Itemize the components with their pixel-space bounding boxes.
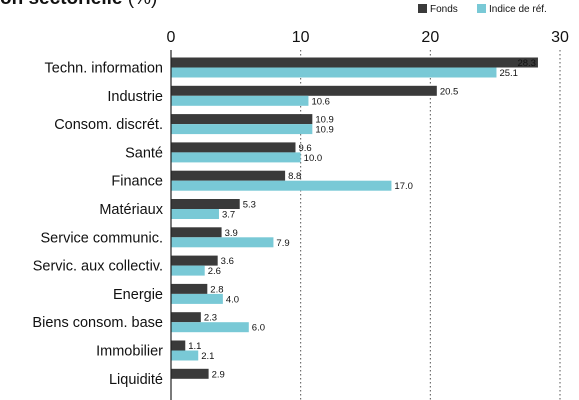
bars-layer: [171, 57, 538, 379]
category-label: Servic. aux collectiv.: [33, 259, 163, 275]
category-label: Service communic.: [41, 230, 163, 246]
chart-title-text: on sectorielle: [0, 0, 123, 9]
benchmark-data-label: 7.9: [276, 238, 289, 249]
chart-title: on sectorielle (%): [0, 0, 157, 10]
benchmark-data-label: 10.0: [304, 153, 323, 164]
benchmark-data-label: 2.1: [201, 351, 214, 362]
fund-data-label: 2.9: [212, 369, 225, 380]
category-label: Biens consom. base: [32, 315, 163, 331]
axis-layer: 0 10 20 30: [167, 29, 569, 400]
labels-layer: Techn. information 28.325.1 Industrie 20.5 1…: [32, 58, 536, 388]
benchmark-bar: [171, 209, 219, 219]
fund-bar: [171, 340, 186, 351]
benchmark-bar: [171, 124, 313, 135]
fund-bar: [171, 142, 296, 153]
benchmark-bar: [171, 322, 249, 333]
benchmark-data-label: 2.6: [208, 266, 221, 277]
x-tick-label-0: 0: [167, 29, 176, 46]
benchmark-bar: [171, 152, 301, 163]
legend-label-fund: Fonds: [430, 4, 458, 15]
fund-bar: [171, 312, 201, 323]
benchmark-data-label: 4.0: [226, 294, 239, 305]
legend-swatch-benchmark: [477, 4, 486, 13]
fund-data-label: 28.3: [517, 58, 536, 69]
fund-data-label: 20.5: [440, 86, 459, 97]
fund-bar: [171, 199, 240, 209]
fund-data-label: 2.3: [204, 313, 217, 324]
category-label: Techn. information: [45, 61, 163, 77]
grid-layer: [300, 50, 561, 400]
benchmark-bar: [171, 180, 392, 191]
benchmark-bar: [171, 237, 274, 248]
benchmark-data-label: 17.0: [394, 181, 413, 192]
fund-data-label: 9.6: [298, 143, 311, 154]
legend-label-benchmark: Indice de réf.: [489, 4, 547, 15]
fund-bar: [171, 283, 208, 294]
fund-data-label: 10.9: [315, 115, 334, 126]
benchmark-bar: [171, 67, 497, 78]
fund-data-label: 8.8: [288, 171, 301, 182]
benchmark-bar: [171, 265, 205, 276]
category-label: Industrie: [107, 89, 163, 105]
fund-bar: [171, 114, 313, 125]
benchmark-bar: [171, 350, 199, 361]
category-label: Liquidité: [109, 372, 163, 388]
category-label: Energie: [113, 287, 163, 303]
category-label: Santé: [125, 145, 163, 161]
fund-bar: [171, 57, 538, 68]
benchmark-data-label: 25.1: [499, 68, 518, 79]
category-label: Finance: [111, 174, 163, 190]
fund-data-label: 3.6: [221, 256, 234, 267]
fund-bar: [171, 255, 218, 266]
category-label: Matériaux: [99, 202, 163, 218]
category-label: Immobilier: [96, 344, 163, 360]
benchmark-data-label: 6.0: [252, 323, 265, 334]
benchmark-bar: [171, 95, 309, 106]
legend: Fonds Indice de réf.: [418, 4, 547, 15]
fund-data-label: 1.1: [188, 341, 201, 352]
fund-bar: [171, 170, 286, 181]
benchmark-data-label: 10.9: [315, 125, 334, 136]
fund-bar: [171, 227, 222, 238]
benchmark-bar: [171, 293, 223, 304]
fund-data-label: 3.9: [225, 228, 238, 239]
x-tick-label-30: 30: [551, 29, 569, 46]
legend-swatch-fund: [418, 4, 427, 13]
x-tick-label-20: 20: [421, 29, 439, 46]
category-label: Consom. discrét.: [54, 117, 163, 133]
x-tick-label-10: 10: [292, 29, 310, 46]
fund-data-label: 5.3: [243, 200, 256, 211]
benchmark-data-label: 3.7: [222, 210, 235, 221]
fund-data-label: 2.8: [210, 284, 223, 295]
fund-bar: [171, 85, 437, 96]
fund-bar: [171, 368, 209, 379]
chart-title-unit: (%): [128, 0, 158, 9]
benchmark-data-label: 10.6: [311, 96, 330, 107]
